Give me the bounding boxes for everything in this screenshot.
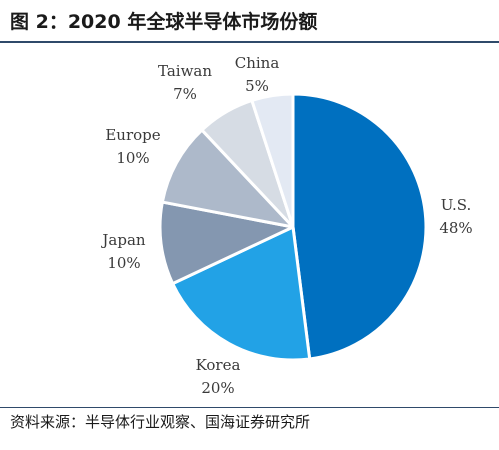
slice-label: China xyxy=(235,54,280,72)
slice-value-label: 10% xyxy=(116,149,149,167)
pie-slice-u-s xyxy=(291,92,428,361)
title-divider xyxy=(0,41,499,43)
slice-label: Taiwan xyxy=(158,62,212,80)
pie-slices xyxy=(158,92,428,362)
pie-labels: U.S. 48% Korea 20% Japan 10% Europe 10% Taiwan 7%… xyxy=(100,54,472,397)
slice-label: Europe xyxy=(105,126,160,144)
slice-value-label: 7% xyxy=(173,85,197,103)
slice-value-label: 48% xyxy=(439,219,472,237)
figure-title: 图 2：2020 年全球半导体市场份额 xyxy=(10,11,318,33)
slice-label: U.S. xyxy=(441,196,472,214)
pie-slice-china xyxy=(250,92,295,229)
slice-value-label: 10% xyxy=(107,254,140,272)
source-divider xyxy=(0,407,499,408)
pie-slice-japan xyxy=(158,200,295,286)
slice-value-label: 5% xyxy=(245,77,269,95)
slice-value-label: 20% xyxy=(201,379,234,397)
source-note: 资料来源：半导体行业观察、国海证券研究所 xyxy=(10,413,311,431)
pie-slice-europe xyxy=(160,128,295,229)
pie-slice-korea xyxy=(171,225,312,362)
slice-label: Japan xyxy=(100,231,146,249)
slice-label: Korea xyxy=(196,356,241,374)
